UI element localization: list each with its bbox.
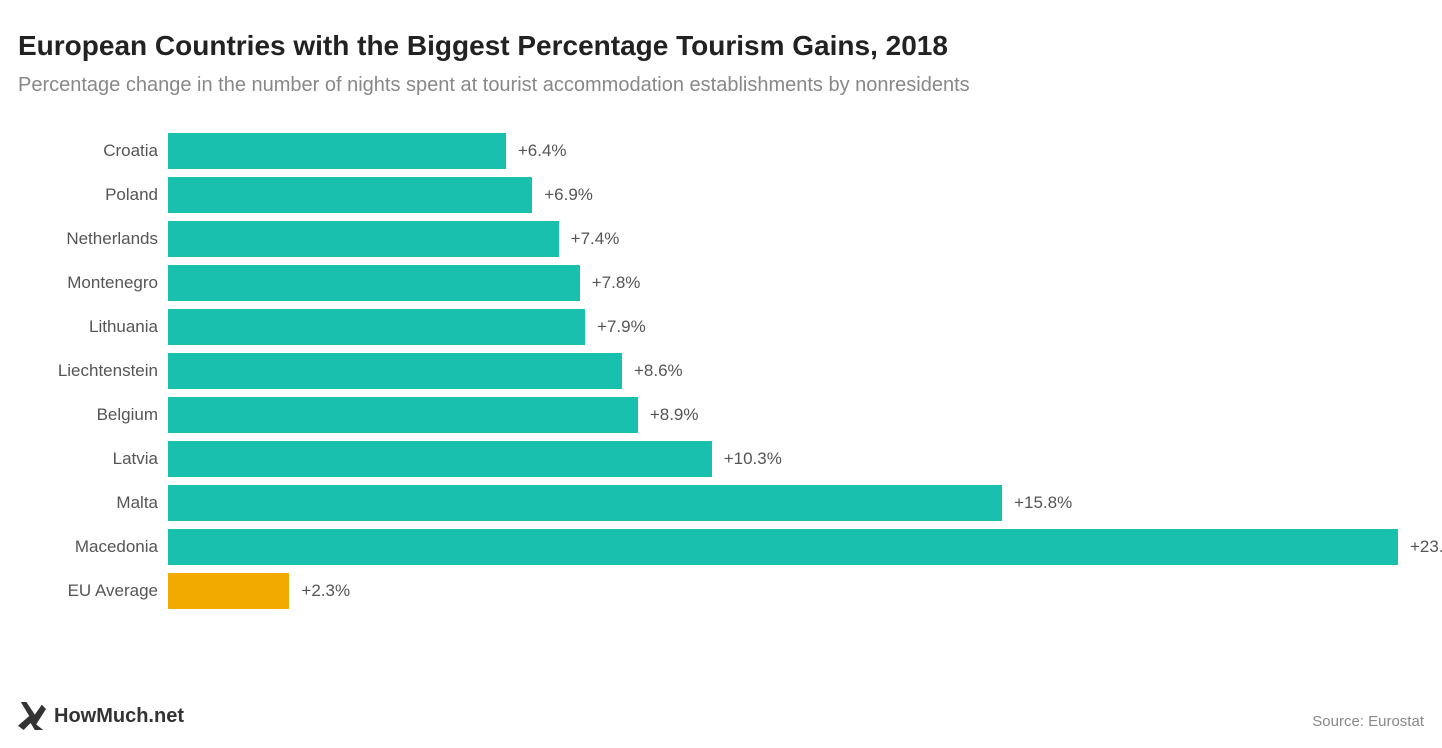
table-row: Netherlands +7.4% [18, 221, 1424, 257]
logo-text: HowMuch.net [54, 705, 184, 728]
table-row: Poland +6.9% [18, 177, 1424, 213]
value-label: +23.3% [1410, 537, 1442, 557]
bar-chart: Croatia +6.4% Poland +6.9% Netherlands +7.4% M… [18, 133, 1424, 609]
table-row: Macedonia+23.3% [18, 529, 1424, 565]
bar-area: +6.9% [168, 177, 1424, 213]
bar [168, 353, 622, 389]
value-label: +6.9% [544, 185, 593, 205]
bar [168, 177, 532, 213]
table-row: Montenegro +7.8% [18, 265, 1424, 301]
value-label: +2.3% [301, 581, 350, 601]
chart-subtitle: Percentage change in the number of night… [18, 74, 1424, 97]
country-label: Netherlands [18, 229, 168, 249]
country-label: EU Average [18, 581, 168, 601]
country-label: Latvia [18, 449, 168, 469]
bar [168, 265, 580, 301]
bar [168, 529, 1398, 565]
country-label: Liechtenstein [18, 361, 168, 381]
bar-area: +7.9% [168, 309, 1424, 345]
bar-area: +2.3% [168, 573, 1424, 609]
bar [168, 221, 559, 257]
bar [168, 133, 506, 169]
bar [168, 441, 712, 477]
table-row: Malta +15.8% [18, 485, 1424, 521]
bar [168, 485, 1002, 521]
bar-area: +8.6% [168, 353, 1424, 389]
table-row: Belgium +8.9% [18, 397, 1424, 433]
bar [168, 573, 289, 609]
country-label: Macedonia [18, 537, 168, 557]
bar-area: +23.3% [168, 529, 1442, 565]
logo-icon [18, 702, 46, 730]
value-label: +7.9% [597, 317, 646, 337]
table-row: EU Average +2.3% [18, 573, 1424, 609]
bar-area: +10.3% [168, 441, 1424, 477]
source-label: Source: Eurostat [1312, 713, 1424, 730]
country-label: Belgium [18, 405, 168, 425]
bar-area: +7.8% [168, 265, 1424, 301]
value-label: +8.6% [634, 361, 683, 381]
country-label: Malta [18, 493, 168, 513]
table-row: Croatia +6.4% [18, 133, 1424, 169]
value-label: +10.3% [724, 449, 782, 469]
country-label: Montenegro [18, 273, 168, 293]
value-label: +8.9% [650, 405, 699, 425]
logo: HowMuch.net [18, 702, 184, 730]
table-row: Latvia +10.3% [18, 441, 1424, 477]
bar [168, 309, 585, 345]
bar-area: +8.9% [168, 397, 1424, 433]
bar-area: +6.4% [168, 133, 1424, 169]
table-row: Lithuania +7.9% [18, 309, 1424, 345]
value-label: +15.8% [1014, 493, 1072, 513]
value-label: +7.8% [592, 273, 641, 293]
bar [168, 397, 638, 433]
chart-title: European Countries with the Biggest Perc… [18, 30, 1424, 62]
value-label: +6.4% [518, 141, 567, 161]
bar-area: +7.4% [168, 221, 1424, 257]
country-label: Croatia [18, 141, 168, 161]
bar-area: +15.8% [168, 485, 1424, 521]
footer: HowMuch.net Source: Eurostat [18, 702, 1424, 730]
value-label: +7.4% [571, 229, 620, 249]
table-row: Liechtenstein +8.6% [18, 353, 1424, 389]
country-label: Poland [18, 185, 168, 205]
country-label: Lithuania [18, 317, 168, 337]
